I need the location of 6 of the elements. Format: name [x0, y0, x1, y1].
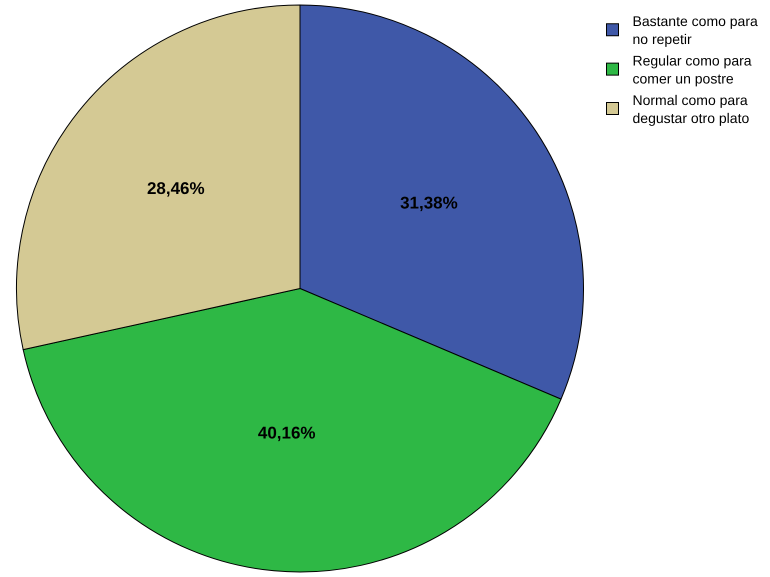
legend-label: Regular como para comer un postre	[632, 52, 752, 87]
data-label: 28,46%	[146, 179, 205, 198]
legend-label: Bastante como para no repetir	[632, 13, 758, 48]
legend-label: Normal como para degustar otro plato	[632, 92, 750, 126]
data-label: 31,38%	[400, 194, 458, 213]
data-label: 40,16%	[258, 424, 316, 443]
